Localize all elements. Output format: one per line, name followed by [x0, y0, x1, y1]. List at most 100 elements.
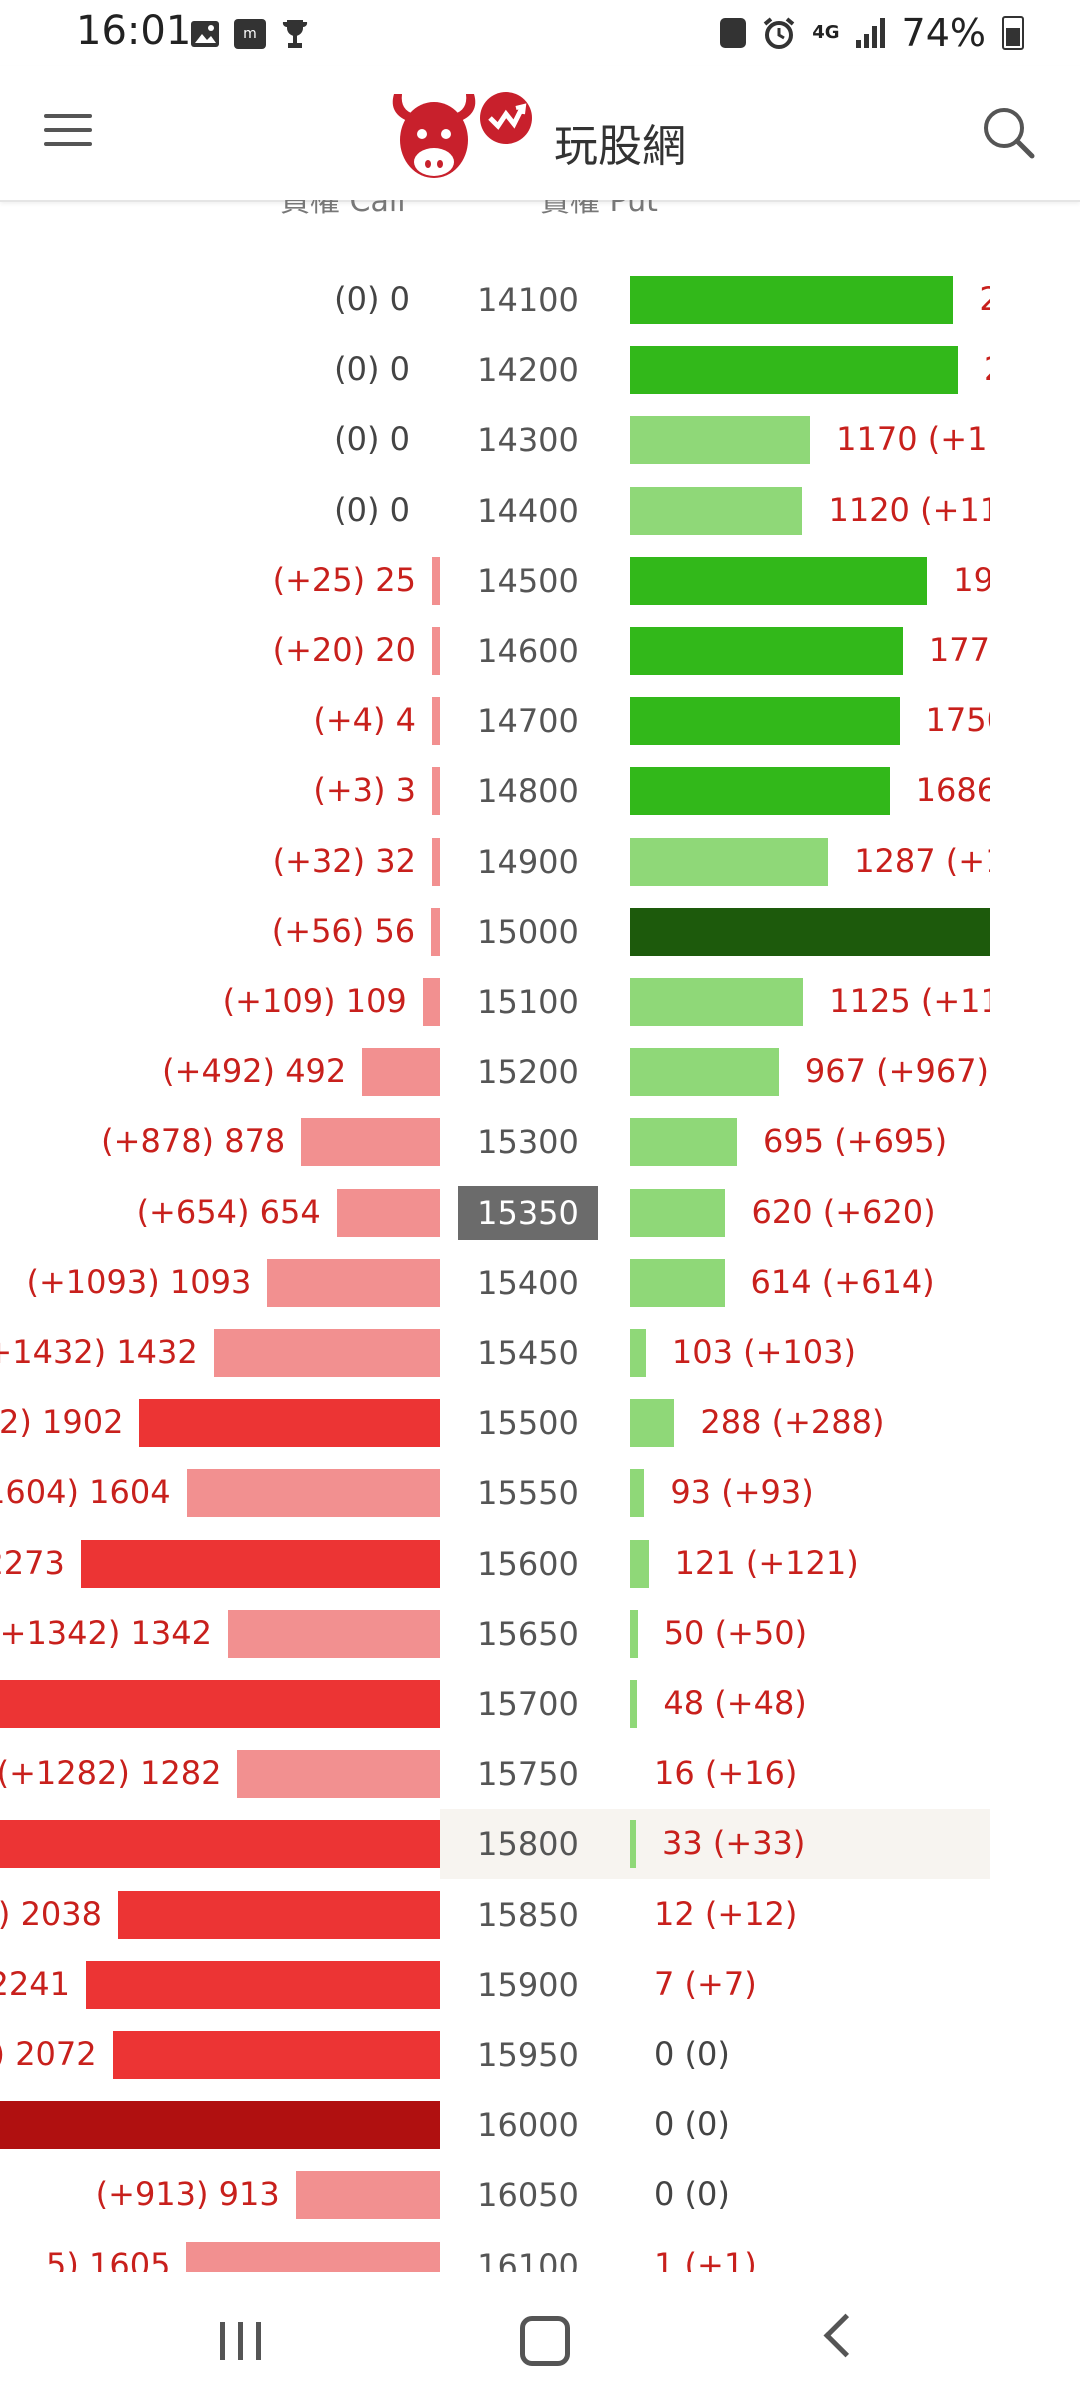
call-bar[interactable]	[295, 2171, 440, 2220]
call-bar[interactable]	[0, 1820, 440, 1869]
put-value-label: 0 (0)	[654, 2035, 730, 2073]
call-bar[interactable]	[117, 1890, 440, 1939]
put-bar[interactable]	[630, 486, 803, 535]
home-icon[interactable]	[520, 2316, 570, 2366]
call-value-label: (0) 0	[334, 420, 410, 459]
put-bar[interactable]	[630, 1329, 646, 1377]
put-bar[interactable]	[630, 907, 990, 956]
put-bar[interactable]	[630, 556, 928, 605]
put-bar[interactable]	[630, 1048, 779, 1097]
call-bar[interactable]	[112, 2031, 440, 2079]
call-value-label: ) 2038	[0, 1894, 102, 1933]
put-value-label: 2	[984, 350, 990, 388]
strike-label: 15200	[477, 1053, 579, 1092]
hamburger-menu-icon[interactable]	[44, 110, 92, 150]
put-value-label: 19	[953, 560, 990, 599]
put-bars-layer: 2 2 1170 (+11 1120 (+112 19 1772 1750 1686 1287 …	[0, 200, 990, 2272]
strike-label: 15100	[477, 983, 579, 1021]
strike-label: 15400	[477, 1263, 579, 1302]
call-value-label: (+56) 56	[271, 911, 416, 950]
put-bar[interactable]	[630, 767, 890, 816]
put-value-label: 1772	[928, 631, 990, 669]
call-bars-layer: (0) 0 (0) 0 (0) 0 (0) 0 (+25) 25 (+20) 20 (+4)…	[0, 200, 1080, 2272]
battery-saver-icon	[720, 18, 747, 48]
call-bar[interactable]	[432, 837, 440, 886]
option-oi-chart: 買權 Call 賣權 Put (0) 0 (0) 0 (0) 0 (0) 0 (+25)…	[0, 200, 1080, 2272]
put-bar[interactable]	[630, 416, 811, 465]
call-value-label: (0) 0	[334, 280, 410, 318]
call-bar[interactable]	[139, 1399, 440, 1448]
put-value-label: 1170 (+11	[836, 420, 990, 459]
put-bar[interactable]	[630, 276, 954, 324]
call-bar[interactable]	[213, 1329, 440, 1377]
put-value-label: 12 (+12)	[654, 1894, 798, 1933]
put-value-label: 1125 (+112	[829, 982, 990, 1020]
call-bar[interactable]	[85, 1960, 440, 2009]
put-bar[interactable]	[630, 978, 804, 1026]
status-bar: 16:01 m 4G 74%	[0, 0, 1080, 66]
site-logo[interactable]: 玩股網	[384, 84, 686, 184]
put-bar[interactable]	[630, 1609, 638, 1658]
strike-label: 16100	[477, 2246, 579, 2272]
gallery-icon	[191, 21, 219, 47]
strike-label: 15000	[477, 912, 579, 951]
call-bar[interactable]	[0, 2101, 440, 2150]
call-bar[interactable]	[362, 1048, 440, 1097]
call-bar[interactable]	[431, 907, 440, 956]
put-bar[interactable]	[630, 1188, 726, 1237]
call-bar[interactable]	[80, 1539, 440, 1588]
call-bar[interactable]	[432, 697, 440, 746]
recent-apps-icon[interactable]	[220, 2322, 264, 2360]
put-bar[interactable]	[630, 1680, 638, 1728]
call-value-label: (0) 0	[334, 350, 410, 389]
put-bar[interactable]	[630, 837, 829, 886]
put-value-label: 614 (+614)	[750, 1262, 935, 1301]
app-header: 玩股網	[0, 66, 1080, 202]
put-bar[interactable]	[630, 1539, 649, 1588]
call-bar[interactable]	[336, 1188, 440, 1237]
put-value-label: 1 (+1)	[654, 2245, 757, 2272]
strike-label: 14500	[477, 561, 579, 600]
call-bar[interactable]	[186, 2241, 440, 2272]
put-value-label: 2	[979, 280, 990, 318]
search-icon[interactable]	[980, 104, 1036, 160]
call-value-label: ) 2072	[0, 2035, 97, 2073]
call-value-label: (+492) 492	[162, 1052, 347, 1091]
put-value-label: 620 (+620)	[751, 1192, 936, 1231]
status-time: 16:01	[76, 8, 192, 54]
call-bar[interactable]	[432, 767, 440, 816]
put-bar[interactable]	[630, 627, 903, 675]
call-bar[interactable]	[0, 1680, 440, 1728]
put-bar[interactable]	[630, 1258, 725, 1307]
strike-label: 15750	[477, 1755, 579, 1794]
call-bar[interactable]	[301, 1118, 440, 1167]
strike-label: 14600	[477, 632, 579, 670]
put-bar[interactable]	[630, 697, 900, 746]
legend-call: 買權 Call	[280, 200, 406, 219]
call-value-label: (+913) 913	[95, 2175, 280, 2214]
put-bar[interactable]	[630, 1399, 675, 1448]
call-bar[interactable]	[422, 978, 440, 1026]
call-bar[interactable]	[227, 1609, 440, 1658]
call-bar[interactable]	[432, 556, 440, 605]
strike-label: 14200	[477, 351, 579, 390]
call-bar[interactable]	[432, 627, 440, 675]
alarm-icon	[763, 17, 795, 49]
call-bar[interactable]	[186, 1469, 440, 1518]
strike-label: 15700	[477, 1685, 579, 1723]
call-value-label: 1604) 1604	[0, 1473, 171, 1512]
call-value-label: +1432) 1432	[0, 1333, 198, 1371]
put-bar[interactable]	[630, 1820, 636, 1869]
call-bar[interactable]	[267, 1258, 440, 1307]
call-bar[interactable]	[237, 1750, 440, 1799]
put-bar[interactable]	[630, 1118, 738, 1167]
call-value-label: (+1093) 1093	[26, 1262, 252, 1301]
trophy-icon	[282, 20, 308, 48]
call-value-label: 2273	[0, 1543, 65, 1582]
back-icon[interactable]	[823, 2313, 868, 2358]
put-bar[interactable]	[630, 346, 959, 395]
put-bar[interactable]	[630, 1469, 645, 1518]
put-value-label: 121 (+121)	[674, 1543, 859, 1582]
put-value-label: 0 (0)	[654, 2175, 730, 2214]
call-value-label: (+25) 25	[272, 560, 416, 599]
